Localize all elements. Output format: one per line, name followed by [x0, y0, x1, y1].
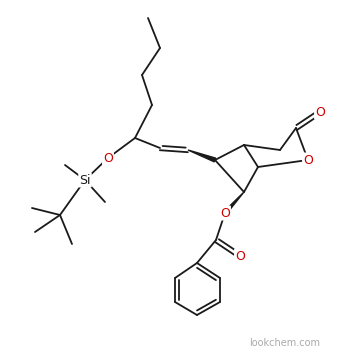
Text: O: O	[303, 153, 313, 166]
Text: lookchem.com: lookchem.com	[249, 338, 320, 348]
Text: O: O	[103, 152, 113, 165]
Text: O: O	[315, 105, 325, 118]
Polygon shape	[224, 192, 244, 214]
Text: O: O	[220, 207, 230, 220]
Text: O: O	[235, 249, 245, 262]
Text: Si: Si	[79, 174, 91, 186]
Polygon shape	[188, 150, 216, 162]
